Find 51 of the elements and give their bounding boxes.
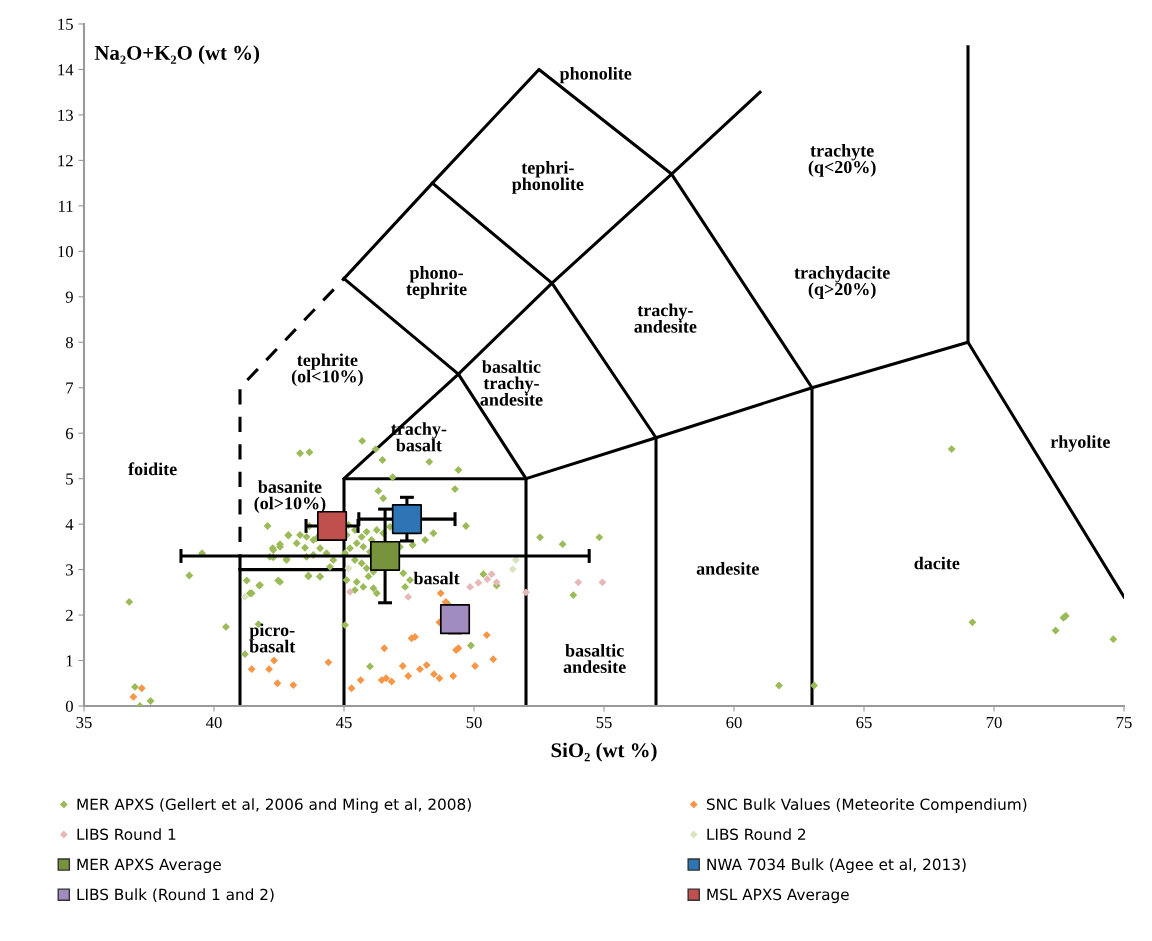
y-tick-label: 5	[66, 473, 73, 485]
legend-label: MSL APXS Average	[707, 888, 849, 904]
y-tick-label: 14	[58, 64, 74, 76]
x-tick-label: 40	[205, 716, 222, 729]
annotation: phono- tephrite	[406, 266, 467, 299]
legend-label: MER APXS Average	[77, 858, 221, 874]
x-tick-label: 70	[986, 716, 1002, 729]
x-tick-label: 45	[335, 717, 352, 729]
annotation: basanite (ol>10%)	[254, 480, 326, 513]
y-tick-label: 6	[65, 427, 74, 440]
y-tick-label: 10	[58, 246, 73, 258]
y-tick-label: 4	[65, 518, 74, 530]
annotation: basalt	[413, 571, 460, 585]
y-tick-label: 8	[65, 336, 73, 349]
annotation: picro- basalt	[249, 623, 296, 653]
x-tick-label: 60	[726, 716, 742, 729]
annotation: phonolite	[559, 66, 632, 84]
y-tick-label: 2	[65, 609, 73, 621]
y-tick-label: 12	[58, 155, 73, 167]
y-axis-title: Na₂O+K₂O (wt %)	[94, 45, 260, 65]
y-tick-label: 3	[66, 564, 73, 576]
annotation: trachy- andesite	[634, 303, 697, 333]
x-tick-label: 55	[596, 717, 612, 729]
x-tick-label: 75	[1116, 717, 1132, 729]
annotation: andesite	[696, 562, 759, 575]
annotation: trachydacite (q>20%)	[794, 266, 890, 299]
legend-label: SNC Bulk Values (Meteorite Compendium)	[706, 798, 1027, 813]
legend-label: LIBS Round 2	[707, 828, 806, 841]
y-tick-label: 0	[65, 700, 73, 712]
x-tick-label: 50	[466, 716, 482, 729]
y-tick-label: 1	[66, 655, 73, 667]
x-axis-title: SiO₂ (wt %)	[551, 742, 657, 762]
legend-label: MER APXS (Gellert et al, 2006 and Ming et al, 2008)	[77, 798, 471, 813]
annotation: dacite	[914, 556, 960, 570]
annotation: foidite	[128, 462, 177, 476]
annotation: basaltic andesite	[563, 643, 626, 674]
y-tick-label: 11	[59, 200, 73, 212]
x-tick-label: 65	[856, 716, 872, 729]
annotation: tephri- phonolite	[511, 161, 584, 194]
annotation: trachyte (q<20%)	[808, 144, 876, 177]
y-tick-label: 13	[58, 109, 73, 121]
annotation: rhyolite	[1050, 435, 1110, 452]
y-tick-label: 15	[58, 18, 73, 30]
legend-label: NWA 7034 Bulk (Agee et al, 2013)	[707, 858, 966, 874]
y-tick-label: 9	[65, 291, 73, 303]
legend-label: LIBS Round 1	[77, 828, 176, 841]
x-tick-label: 35	[76, 716, 92, 729]
annotation: basaltic trachy- andesite	[480, 360, 543, 406]
y-tick-label: 7	[66, 382, 74, 394]
annotation: tephrite (ol<10%)	[291, 353, 363, 387]
legend-label: LIBS Bulk (Round 1 and 2)	[77, 888, 274, 902]
